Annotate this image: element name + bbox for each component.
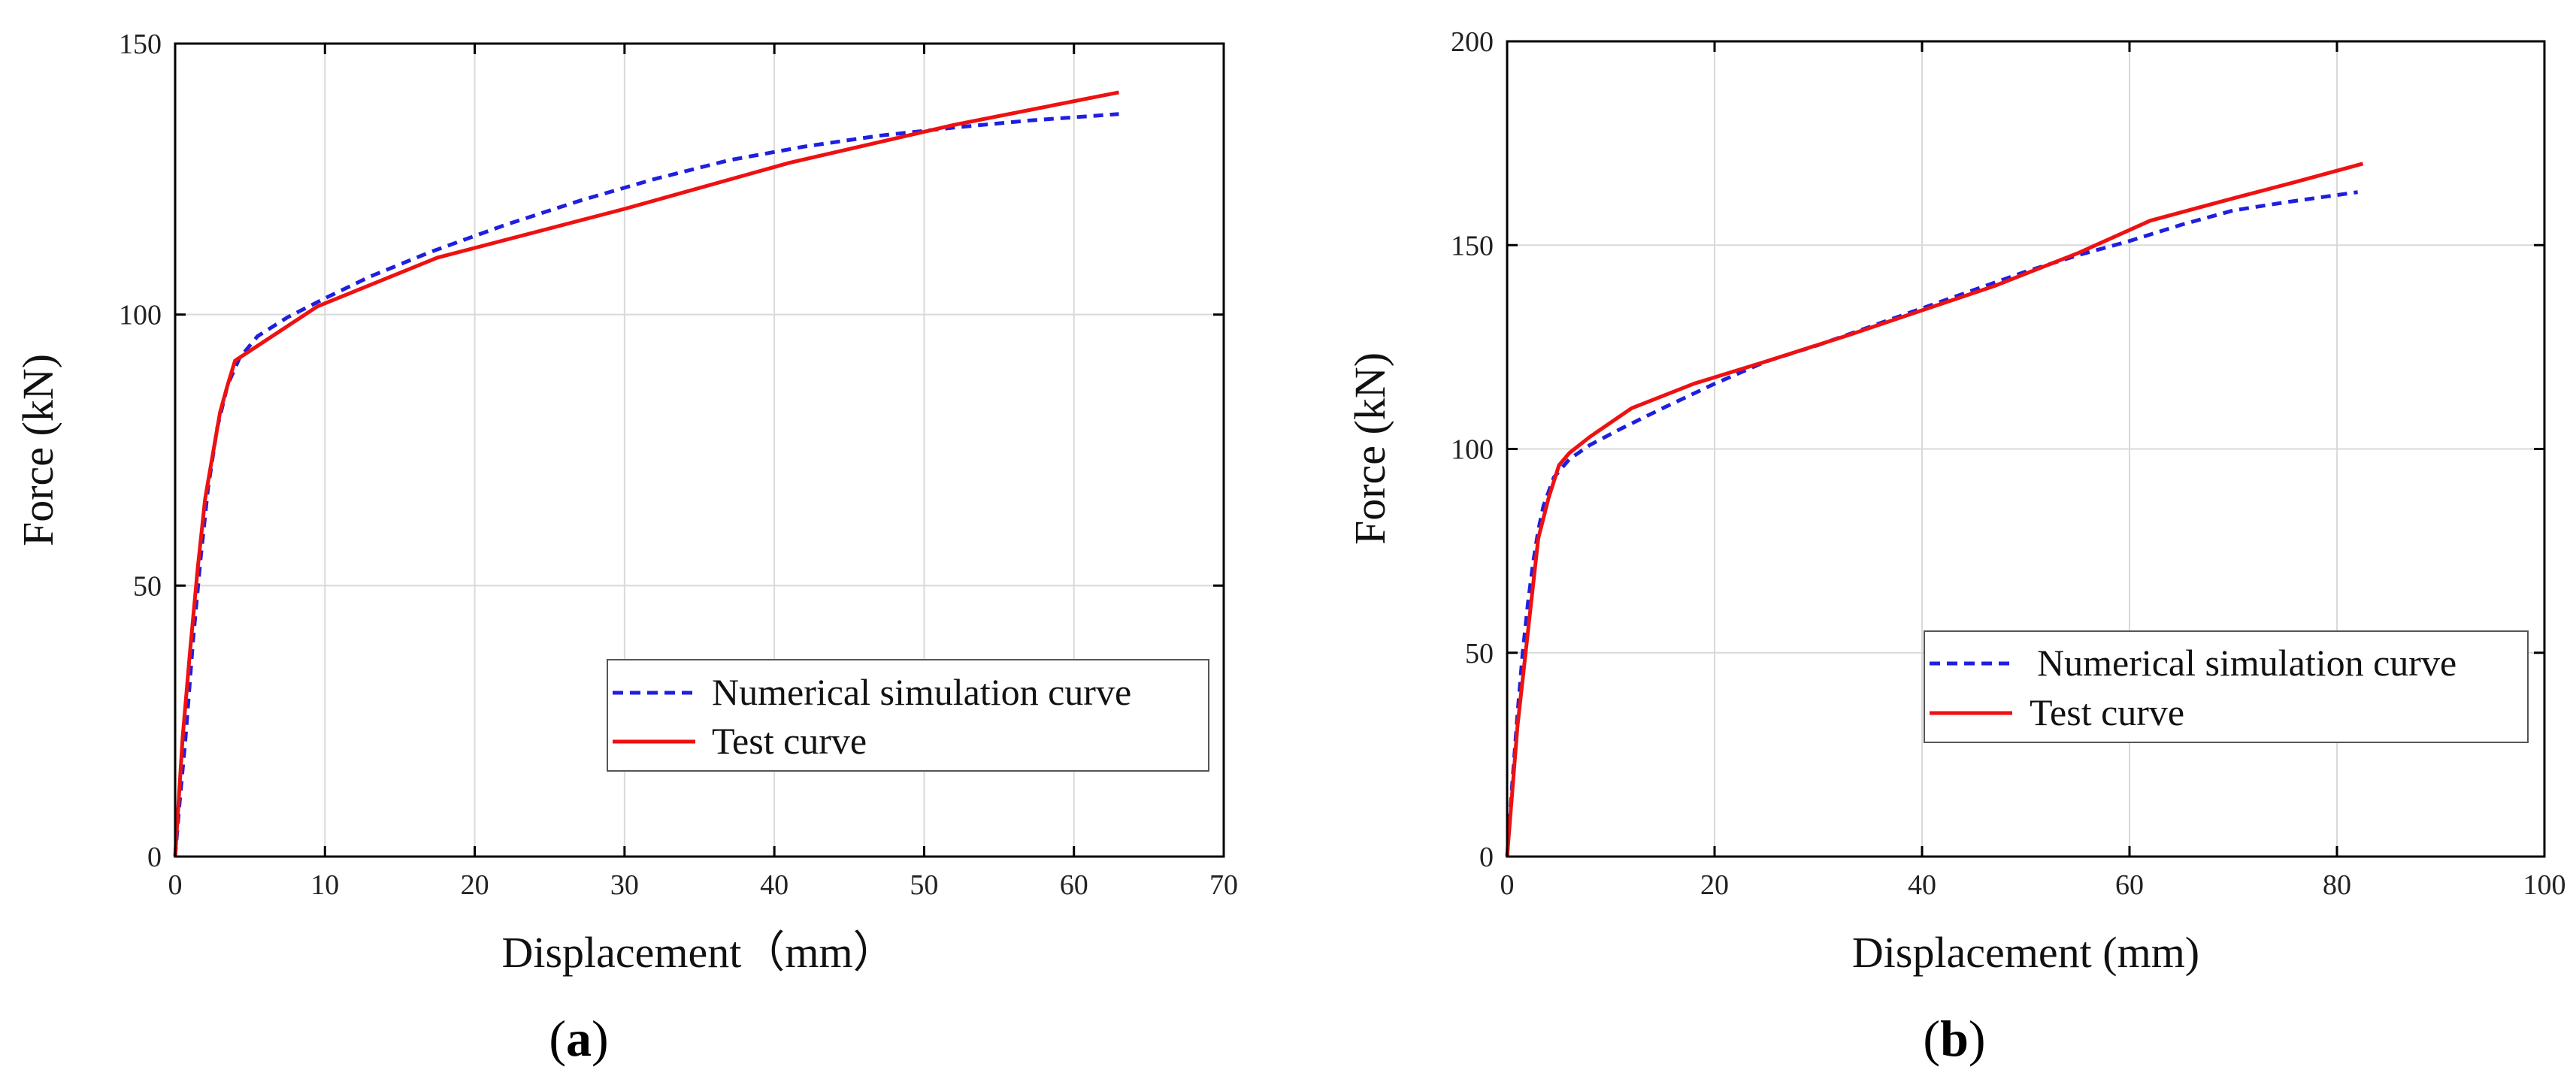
y-axis-title: Force (kN) bbox=[1346, 352, 1394, 545]
y-tick-label: 0 bbox=[1479, 842, 1494, 873]
legend: Numerical simulation curve Test curve bbox=[1924, 630, 2529, 743]
test-curve bbox=[1505, 162, 2364, 857]
test-curve bbox=[173, 90, 1119, 857]
series-lines bbox=[1505, 162, 2364, 857]
panel-b: 0 20 40 60 80 100 0 50 100 150 200 Force (kN) Disp… bbox=[1346, 26, 2566, 1067]
y-tick-label: 150 bbox=[1451, 230, 1494, 261]
legend-label-test: Test curve bbox=[712, 720, 867, 762]
y-tick-label: 100 bbox=[1451, 434, 1494, 466]
x-axis-title: Displacement（mm） bbox=[501, 928, 896, 977]
x-tick-label: 40 bbox=[1908, 869, 1936, 901]
panel-a: 0 10 20 30 40 50 60 70 0 50 100 150 Force (kN) Disp… bbox=[14, 29, 1238, 1067]
legend-box bbox=[1924, 630, 2529, 743]
panel-letter-b: b bbox=[1940, 1010, 1969, 1067]
legend-label-test: Test curve bbox=[2030, 691, 2184, 733]
numerical-simulation-curve bbox=[173, 112, 1119, 857]
legend: Numerical simulation curve Test curve bbox=[607, 659, 1209, 772]
series-lines bbox=[173, 90, 1119, 857]
x-axis-title: Displacement (mm) bbox=[1852, 928, 2199, 977]
x-tick-label: 20 bbox=[461, 869, 489, 901]
x-tick-label: 40 bbox=[760, 869, 789, 901]
x-tick-label: 70 bbox=[1209, 869, 1238, 901]
x-tick-label: 20 bbox=[1700, 869, 1729, 901]
panel-label-a: (a) bbox=[549, 1010, 608, 1067]
x-tick-label: 60 bbox=[2115, 869, 2144, 901]
x-tick-label: 60 bbox=[1060, 869, 1088, 901]
grid-lines bbox=[175, 44, 1224, 857]
x-tick-label: 0 bbox=[168, 869, 183, 901]
x-tick-label: 80 bbox=[2323, 869, 2351, 901]
y-tick-label: 100 bbox=[119, 300, 162, 331]
x-tick-label: 100 bbox=[2523, 869, 2566, 901]
x-tick-label: 0 bbox=[1500, 869, 1515, 901]
y-tick-label: 0 bbox=[147, 842, 162, 873]
legend-label-numerical: Numerical simulation curve bbox=[2037, 642, 2456, 684]
x-tick-label: 10 bbox=[310, 869, 339, 901]
legend-label-numerical: Numerical simulation curve bbox=[712, 671, 1131, 713]
x-tick-label: 50 bbox=[910, 869, 938, 901]
plot-frame bbox=[174, 42, 1225, 858]
y-axis-title: Force (kN) bbox=[14, 354, 62, 546]
axis-ticks: 0 10 20 30 40 50 60 70 0 50 100 150 bbox=[119, 29, 1238, 901]
y-tick-label: 150 bbox=[119, 29, 162, 60]
x-tick-label: 30 bbox=[610, 869, 639, 901]
y-tick-label: 50 bbox=[133, 570, 162, 602]
panel-label-b: (b) bbox=[1923, 1010, 1985, 1067]
y-tick-label: 50 bbox=[1465, 638, 1494, 669]
panel-letter-a: a bbox=[566, 1010, 592, 1067]
axis-ticks: 0 20 40 60 80 100 0 50 100 150 200 bbox=[1451, 26, 2566, 901]
numerical-simulation-curve bbox=[1505, 190, 2358, 857]
legend-box bbox=[607, 659, 1209, 772]
y-tick-label: 200 bbox=[1451, 26, 1494, 58]
